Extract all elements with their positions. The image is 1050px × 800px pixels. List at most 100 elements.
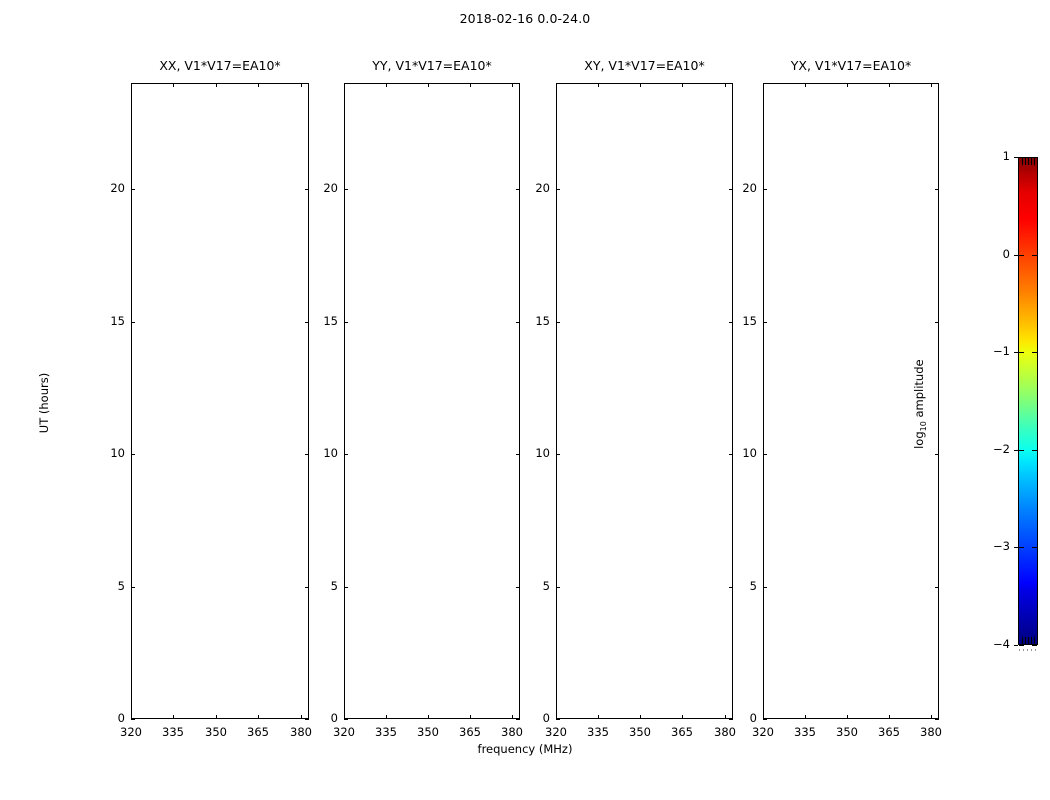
panel-xx — [131, 83, 309, 719]
ytick-yx-3 — [763, 322, 767, 323]
ytick-label-yx-2: 10 — [742, 446, 757, 460]
xtick-label-xy-2: 350 — [629, 725, 651, 739]
xtick-label-yx-1: 335 — [794, 725, 816, 739]
ytick-xy-0 — [556, 719, 560, 720]
ytick-xy-4 — [556, 189, 560, 190]
ytick-yy-3 — [344, 322, 348, 323]
xtick-top-yx-1 — [805, 83, 806, 87]
panel-xy — [556, 83, 733, 719]
colorbar-tick-label-1: 0 — [1002, 247, 1010, 261]
xtick-top-yx-0 — [763, 83, 764, 87]
xtick-top-xx-2 — [216, 83, 217, 87]
ytick-label-xx-3: 15 — [110, 314, 125, 328]
colorbar-gradient — [1019, 158, 1037, 644]
ytick-right-yy-2 — [516, 454, 520, 455]
xtick-xy-1 — [598, 715, 599, 719]
ytick-label-xy-1: 5 — [542, 579, 550, 593]
ytick-right-xx-2 — [305, 454, 309, 455]
xtick-top-yy-4 — [512, 83, 513, 87]
xtick-label-xy-4: 380 — [714, 725, 736, 739]
ytick-xy-3 — [556, 322, 560, 323]
ytick-label-yx-3: 15 — [742, 314, 757, 328]
ytick-label-yy-2: 10 — [323, 446, 338, 460]
xtick-top-xx-4 — [301, 83, 302, 87]
figure-suptitle: 2018-02-16 0.0-24.0 — [459, 11, 591, 26]
colorbar-tick-inner-r-2 — [1032, 352, 1037, 353]
ytick-xx-1 — [131, 587, 135, 588]
ytick-xx-0 — [131, 719, 135, 720]
xtick-yy-2 — [428, 715, 429, 719]
xtick-label-yy-1: 335 — [375, 725, 397, 739]
ytick-xy-1 — [556, 587, 560, 588]
ytick-right-xy-0 — [729, 719, 733, 720]
ytick-yx-1 — [763, 587, 767, 588]
xtick-yx-4 — [931, 715, 932, 719]
xtick-yx-3 — [889, 715, 890, 719]
colorbar-hatch-top-4 — [1034, 158, 1035, 165]
xtick-label-yy-3: 365 — [459, 725, 481, 739]
xtick-label-xx-1: 335 — [162, 725, 184, 739]
xtick-label-yy-0: 320 — [333, 725, 355, 739]
xtick-yx-2 — [847, 715, 848, 719]
panel-title-xy: XY, V1*V17=EA10* — [584, 58, 705, 73]
xtick-xx-1 — [173, 715, 174, 719]
xtick-xx-3 — [258, 715, 259, 719]
ytick-yy-0 — [344, 719, 348, 720]
xtick-label-yx-0: 320 — [752, 725, 774, 739]
xtick-yx-0 — [763, 715, 764, 719]
colorbar-hatch-bottom-3 — [1031, 637, 1032, 644]
xtick-top-yx-4 — [931, 83, 932, 87]
colorbar-tick-label-3: −2 — [993, 442, 1010, 456]
colorbar-tick-label-5: −4 — [993, 637, 1010, 651]
xtick-top-yy-3 — [470, 83, 471, 87]
ytick-right-xy-1 — [729, 587, 733, 588]
xtick-xy-0 — [556, 715, 557, 719]
xtick-xy-3 — [682, 715, 683, 719]
ytick-label-xx-2: 10 — [110, 446, 125, 460]
xtick-label-xy-1: 335 — [587, 725, 609, 739]
panel-yx — [763, 83, 939, 719]
ytick-yx-0 — [763, 719, 767, 720]
ytick-right-yy-3 — [516, 322, 520, 323]
ytick-label-xx-1: 5 — [117, 579, 125, 593]
colorbar-tick-label-0: 1 — [1002, 149, 1010, 163]
ytick-label-yx-1: 5 — [749, 579, 757, 593]
ytick-label-xx-0: 0 — [117, 711, 125, 725]
ytick-label-yy-0: 0 — [330, 711, 338, 725]
ytick-right-xy-2 — [729, 454, 733, 455]
xtick-top-xx-1 — [173, 83, 174, 87]
colorbar-tick-5 — [1014, 645, 1018, 646]
ytick-label-xy-4: 20 — [535, 181, 550, 195]
colorbar-tick-1 — [1014, 255, 1018, 256]
panel-yy — [344, 83, 520, 719]
y-axis-label: UT (hours) — [37, 372, 51, 434]
xtick-yy-4 — [512, 715, 513, 719]
ytick-label-yx-4: 20 — [742, 181, 757, 195]
ytick-right-xx-4 — [305, 189, 309, 190]
xtick-top-xy-4 — [725, 83, 726, 87]
ytick-xx-2 — [131, 454, 135, 455]
ytick-right-xy-3 — [729, 322, 733, 323]
xtick-yy-3 — [470, 715, 471, 719]
xtick-top-yy-2 — [428, 83, 429, 87]
ytick-right-yx-0 — [935, 719, 939, 720]
colorbar-tick-inner-3 — [1019, 450, 1024, 451]
colorbar-tick-inner-1 — [1019, 255, 1024, 256]
colorbar-tick-label-2: −1 — [993, 344, 1010, 358]
xtick-label-xy-0: 320 — [545, 725, 567, 739]
colorbar — [1018, 157, 1038, 645]
xtick-top-xy-3 — [682, 83, 683, 87]
xtick-label-xx-0: 320 — [120, 725, 142, 739]
colorbar-tick-inner-r-0 — [1032, 157, 1037, 158]
xtick-top-yy-1 — [386, 83, 387, 87]
xtick-xx-4 — [301, 715, 302, 719]
xtick-label-xx-3: 365 — [247, 725, 269, 739]
panel-title-yx: YX, V1*V17=EA10* — [790, 58, 912, 73]
ytick-right-yy-4 — [516, 189, 520, 190]
xtick-label-xx-2: 350 — [205, 725, 227, 739]
colorbar-tick-inner-r-1 — [1032, 255, 1037, 256]
colorbar-hatch-top-3 — [1031, 158, 1032, 165]
ytick-label-yy-1: 5 — [330, 579, 338, 593]
ytick-label-xy-3: 15 — [535, 314, 550, 328]
